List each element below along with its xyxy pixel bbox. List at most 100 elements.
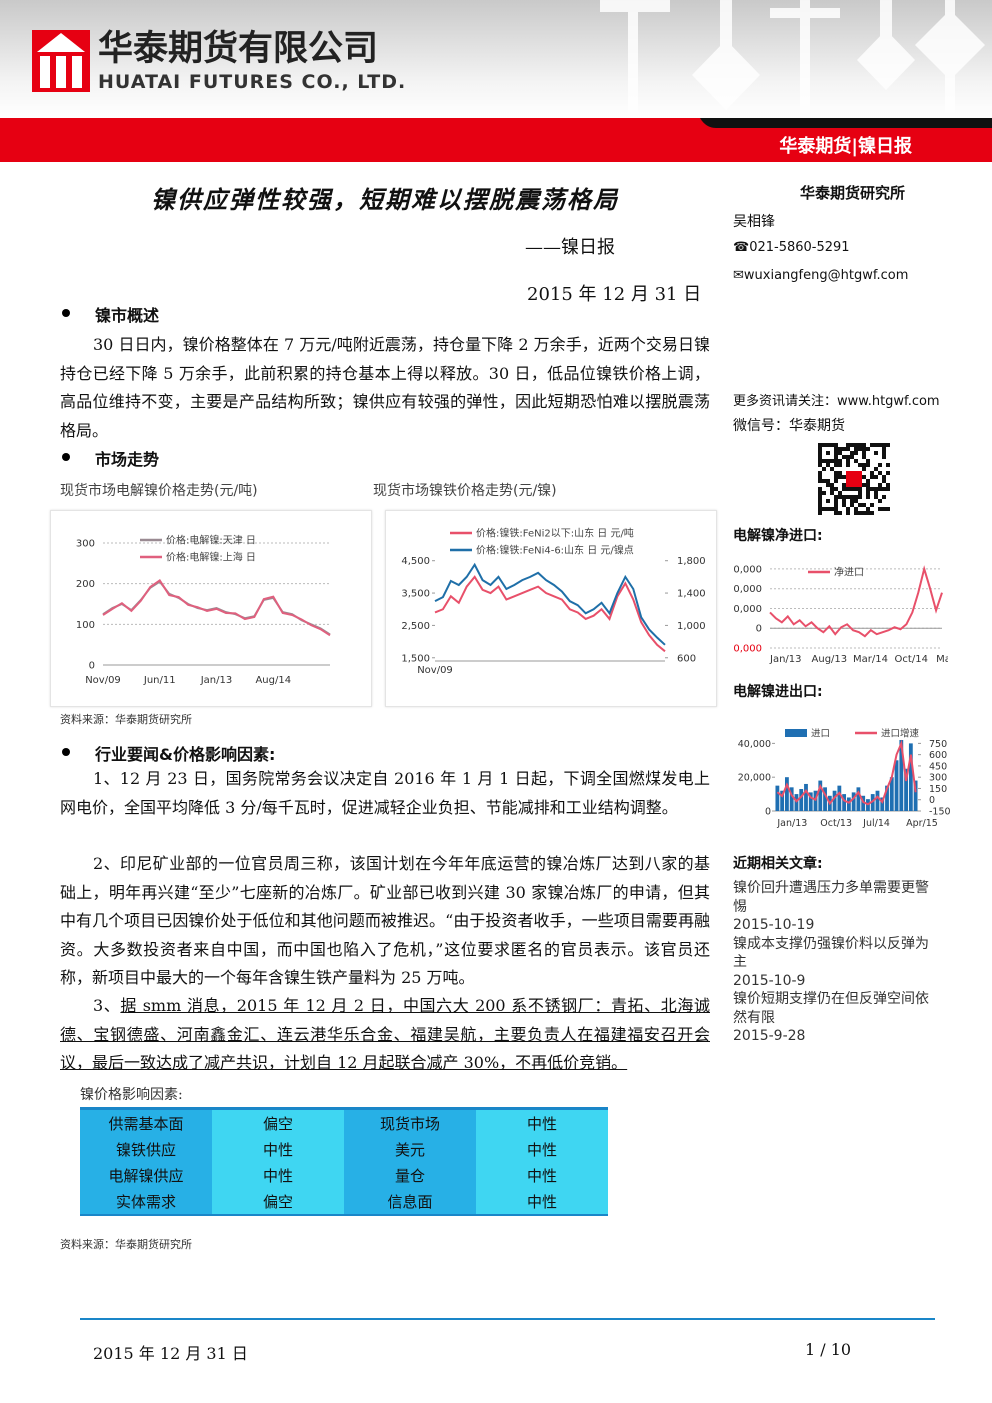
table-row: 电解镍供应 中性 量仓 中性: [80, 1162, 608, 1188]
qr-module: [874, 443, 878, 447]
wechat: 微信号：华泰期货: [733, 418, 845, 434]
qr-module: [818, 455, 822, 459]
table-cell: 量仓: [344, 1162, 476, 1188]
qr-module: [878, 507, 882, 511]
section-heading: 镍市概述: [95, 306, 160, 325]
qr-module: [846, 455, 850, 459]
qr-module: [882, 455, 886, 459]
article-list: 镍价回升遭遇压力多单需要更警惕 2015-10-19 镍成本支撑仍强镍价料以反弹为主…: [733, 879, 933, 1046]
table-row: 镍铁供应 中性 美元 中性: [80, 1136, 608, 1162]
table-row: 供需基本面 偏空 现货市场 中性: [80, 1108, 608, 1136]
table-cell: 实体需求: [80, 1188, 212, 1215]
qr-module: [874, 475, 878, 479]
table-cell: 信息面: [344, 1188, 476, 1215]
y-tick-label: 0,000: [733, 584, 762, 595]
qr-module: [838, 491, 842, 495]
qr-module: [870, 511, 874, 515]
qr-module: [838, 463, 842, 467]
qr-module: [866, 495, 870, 499]
qr-module: [882, 507, 886, 511]
qr-module: [858, 495, 862, 499]
qr-module: [838, 475, 842, 479]
chart-frame: [385, 510, 717, 707]
qr-module: [830, 487, 834, 491]
email: ✉wuxiangfeng@htgwf.com: [733, 268, 909, 283]
bar: [823, 787, 827, 811]
bar: [913, 780, 918, 811]
qr-module: [886, 507, 890, 511]
qr-module: [834, 507, 838, 511]
qr-module: [854, 451, 858, 455]
bar: [837, 785, 842, 811]
y2-tick-label: 600: [929, 750, 947, 761]
qr-module: [874, 495, 878, 499]
qr-module: [842, 503, 846, 507]
logo: [32, 30, 90, 92]
x-tick-label: Aug/14: [255, 675, 291, 686]
qr-module: [850, 503, 854, 507]
qr-module: [882, 443, 886, 447]
chart-title: 现货市场镍铁价格走势(元/镍): [373, 483, 557, 499]
qr-module: [858, 447, 862, 451]
bar: [842, 794, 847, 811]
qr-module: [830, 443, 834, 447]
qr-module: [818, 507, 822, 511]
qr-module: [846, 459, 850, 463]
qr-module: [818, 447, 822, 451]
qr-module: [870, 471, 874, 475]
qr-module: [862, 451, 866, 455]
qr-module: [842, 499, 846, 503]
banner: 华泰期货|镍日报: [779, 135, 912, 157]
paragraph-number: 3、: [93, 996, 121, 1015]
y2-tick-label: 750: [929, 739, 947, 750]
qr-module: [834, 475, 838, 479]
qr-module: [830, 507, 834, 511]
qr-module: [818, 511, 822, 515]
table-cell: 电解镍供应: [80, 1162, 212, 1188]
qr-module: [838, 511, 842, 515]
qr-module: [874, 491, 878, 495]
qr-module: [846, 487, 850, 491]
qr-module: [870, 475, 874, 479]
qr-module: [862, 503, 866, 507]
qr-module: [858, 511, 862, 515]
y-tick-label: 40,000: [738, 739, 771, 750]
bar: [885, 785, 889, 811]
qr-module: [818, 503, 822, 507]
bar: [904, 768, 908, 811]
bar: [861, 795, 866, 811]
qr-module: [854, 495, 858, 499]
qr-module: [850, 451, 854, 455]
bar: [785, 777, 789, 811]
phone: ☎021-5860-5291: [733, 240, 850, 255]
bar: [818, 780, 823, 811]
doc-date: 2015 年 12 月 31 日: [527, 284, 702, 305]
doc-subtitle: ——镍日报: [525, 237, 615, 258]
table-cell: 中性: [212, 1162, 344, 1188]
qr-module: [862, 475, 866, 479]
x-tick-label: Jul/14: [862, 818, 890, 829]
qr-module: [878, 483, 882, 487]
qr-module: [878, 443, 882, 447]
legend-label: 价格:镍铁:FeNi2以下:山东 日 元/吨: [476, 527, 634, 540]
qr-module: [878, 471, 882, 475]
qr-module: [818, 487, 822, 491]
qr-module: [862, 443, 866, 447]
legend-label: 进口: [811, 729, 830, 740]
footer-date: 2015 年 12 月 31 日: [93, 1344, 248, 1363]
qr-module: [850, 499, 854, 503]
qr-module: [882, 487, 886, 491]
qr-module: [882, 475, 886, 479]
qr-module: [858, 443, 862, 447]
page-number: 1 / 10: [805, 1340, 852, 1359]
qr-module: [834, 499, 838, 503]
table-cell: 中性: [476, 1108, 608, 1136]
qr-module: [854, 447, 858, 451]
qr-module: [818, 443, 822, 447]
paragraph: 30 日日内，镍价格整体在 7 万元/吨附近震荡，持仓量下降 2 万余手，近两个…: [60, 335, 710, 440]
qr-module: [826, 443, 830, 447]
series-line: [776, 739, 917, 806]
qr-module: [818, 491, 822, 495]
qr-module: [858, 487, 862, 491]
bar: [775, 785, 780, 811]
